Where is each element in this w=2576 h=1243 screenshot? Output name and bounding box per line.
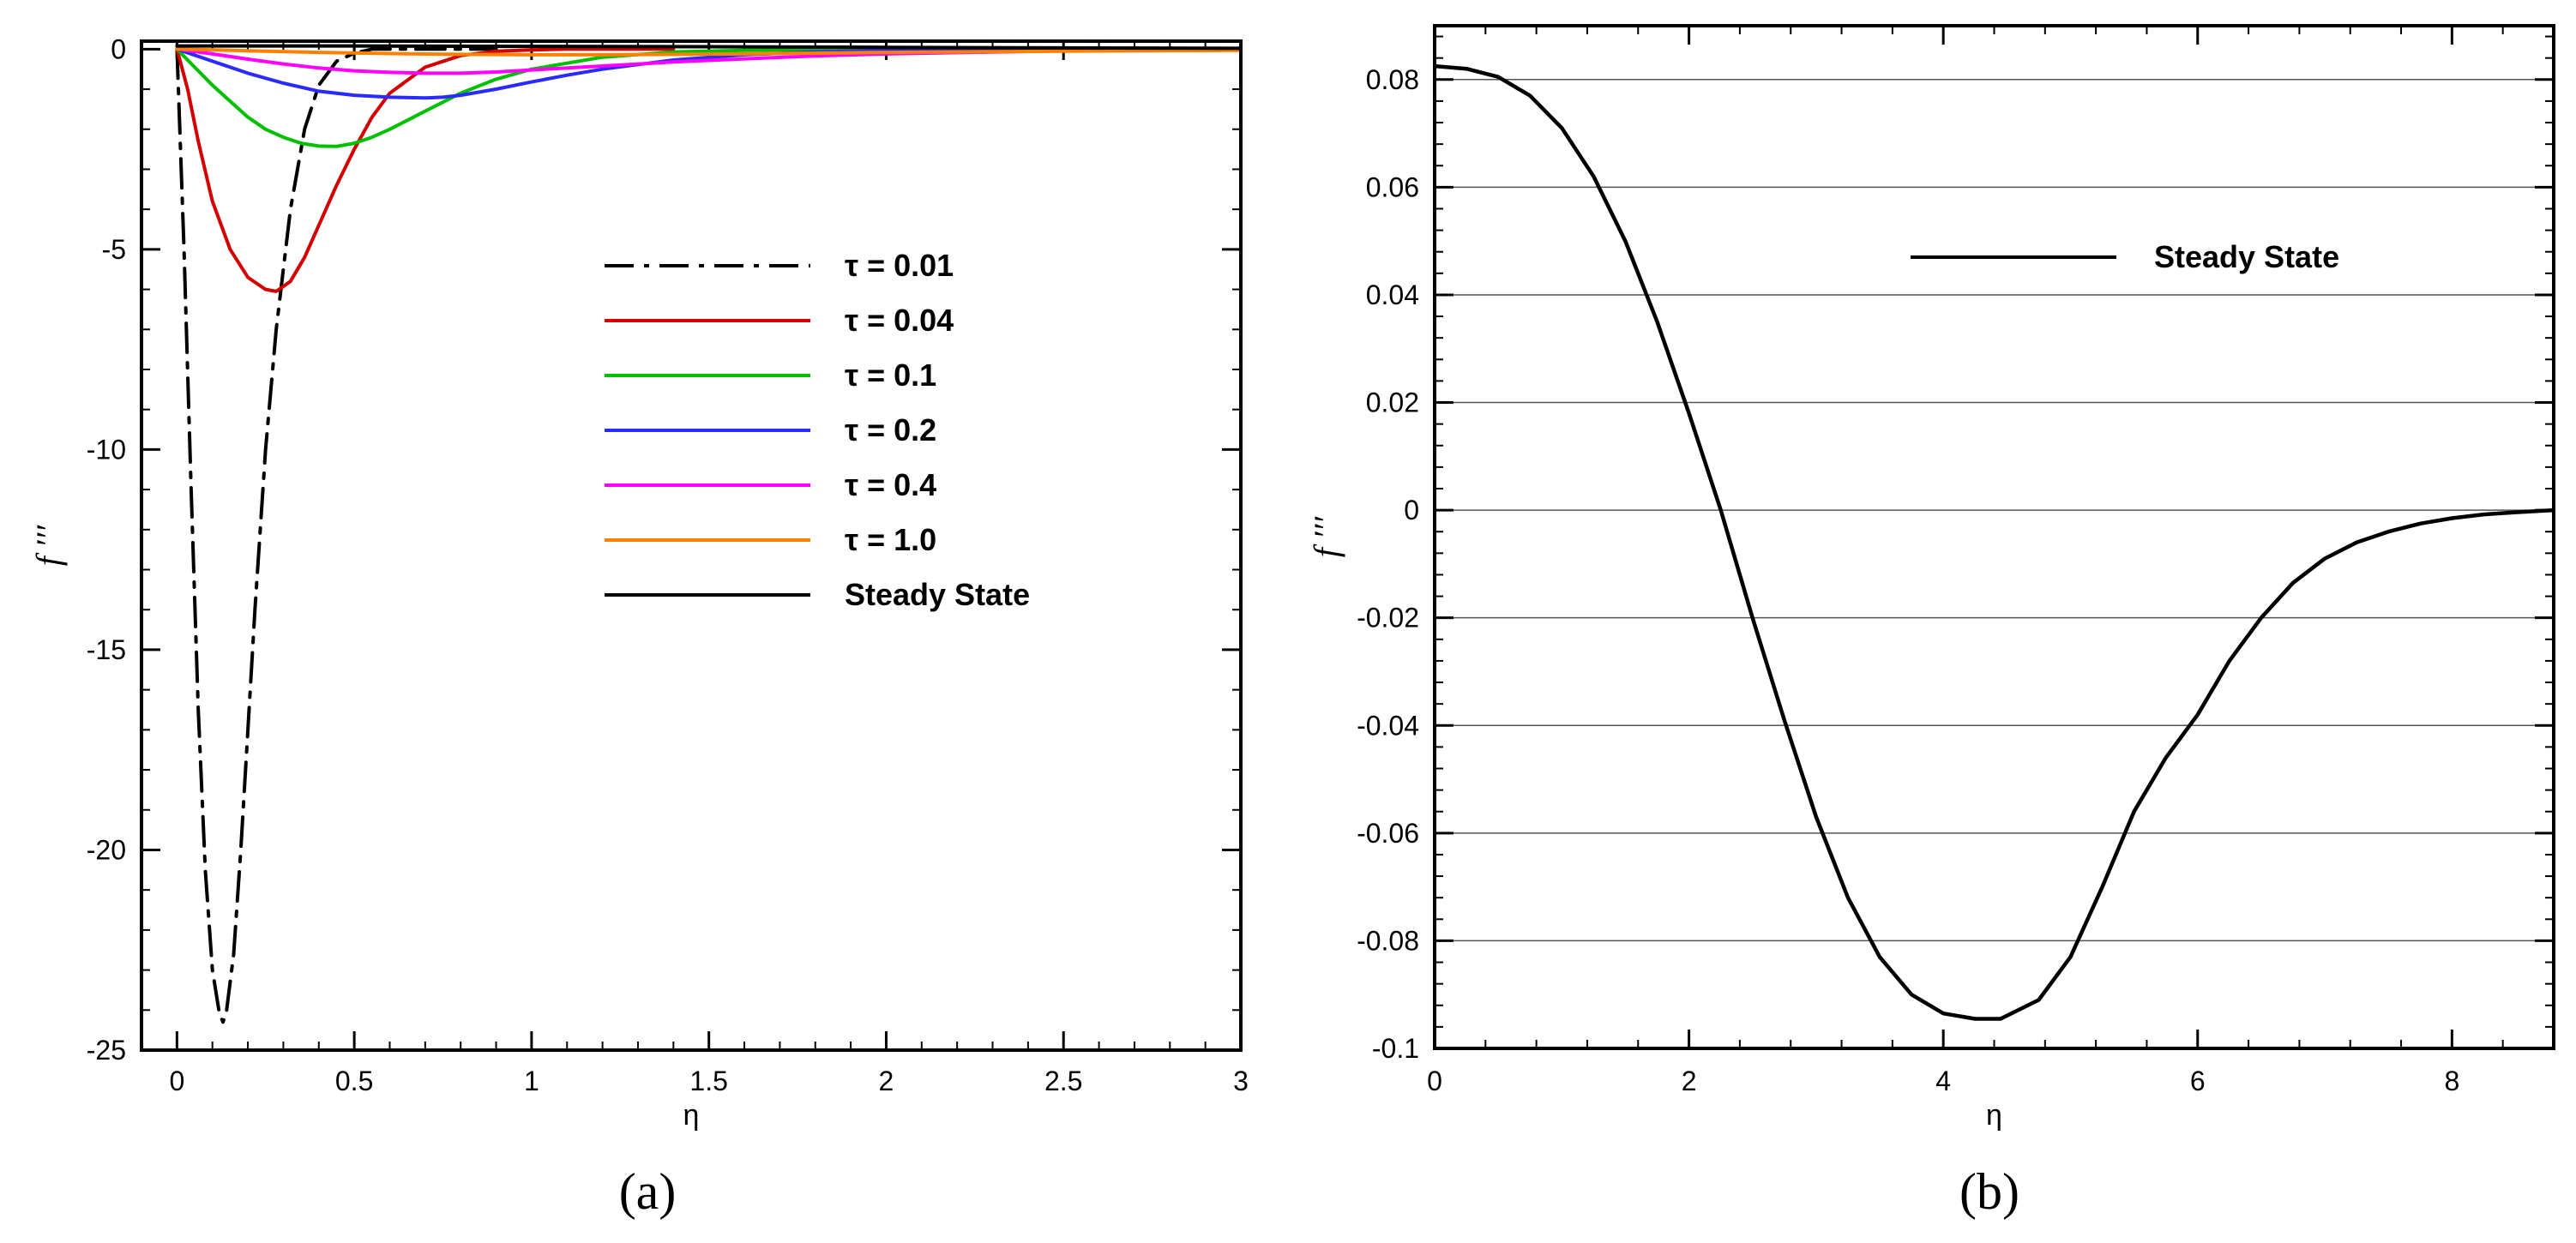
- y-tick-label: -10: [87, 434, 126, 465]
- legend-label-6: τ = 1.0: [845, 522, 936, 557]
- series-line-3: [175, 47, 1241, 148]
- plot-frame: [1433, 24, 2555, 1050]
- panel-caption: (a): [619, 1163, 677, 1220]
- x-tick-label: 1: [524, 1066, 539, 1096]
- x-tick-label: 2: [879, 1066, 894, 1096]
- x-tick-label: 0: [169, 1066, 184, 1096]
- panel-b: -0.1 -0.08 -0.06 -0.04 -0.02 0 0.02 0.04 0.06 0.0…: [1307, 24, 2555, 1220]
- legend-label-3: τ = 0.1: [845, 357, 936, 393]
- series-line-7: [175, 44, 1241, 51]
- y-tick-label: -20: [87, 834, 126, 865]
- y-tick-label: -25: [87, 1035, 126, 1066]
- x-tick-label: 3: [1233, 1066, 1249, 1096]
- series-line-1: [175, 47, 498, 1024]
- plot-area: [1435, 63, 2554, 1021]
- plot-frame: [140, 39, 1243, 1052]
- series-line-2: [175, 47, 676, 293]
- legend: Steady State: [1911, 239, 2339, 274]
- series-line-4: [175, 47, 1241, 100]
- plot-area: [175, 44, 1241, 1024]
- legend-label-1: τ = 0.01: [845, 248, 954, 283]
- y-tick-label: -0.02: [1357, 603, 1419, 634]
- y-tick-label: -0.04: [1357, 710, 1419, 741]
- y-tick-label: 0: [111, 33, 126, 64]
- y-tick-label: 0.06: [1366, 171, 1419, 202]
- x-tick-label: 1.5: [689, 1066, 727, 1096]
- x-axis-label: η: [1986, 1099, 2002, 1132]
- x-axis-label: η: [683, 1099, 700, 1132]
- x-tick-label: 6: [2190, 1066, 2206, 1096]
- x-tick-label: 0: [1427, 1066, 1442, 1096]
- y-tick-label: 0.08: [1366, 64, 1419, 95]
- legend-label-2: τ = 0.04: [845, 303, 954, 338]
- legend: τ = 0.01 τ = 0.04 τ = 0.1 τ = 0.2 τ = 0.4 τ =…: [605, 248, 1030, 612]
- y-tick-label: -0.06: [1357, 818, 1419, 849]
- series-line-1: [1435, 63, 2554, 1021]
- y-axis-label: f ′′′: [29, 525, 68, 567]
- legend-label-1: Steady State: [2154, 239, 2339, 274]
- x-tick-label: 0.5: [335, 1066, 373, 1096]
- legend-label-4: τ = 0.2: [845, 412, 936, 447]
- y-axis-label: f ′′′: [1307, 516, 1345, 558]
- series-line-6: [175, 47, 1241, 57]
- x-tick-label: 8: [2444, 1066, 2459, 1096]
- y-tick-label: 0.02: [1366, 387, 1419, 418]
- y-tick-label: -0.08: [1357, 925, 1419, 956]
- x-tick-label: 2.5: [1044, 1066, 1082, 1096]
- y-tick-label: -5: [102, 234, 126, 265]
- x-tick-label: 4: [1935, 1066, 1951, 1096]
- x-tick-label: 2: [1682, 1066, 1697, 1096]
- panel-caption: (b): [1959, 1163, 2019, 1220]
- series-line-5: [175, 47, 1241, 75]
- y-tick-label: 0.04: [1366, 279, 1419, 310]
- legend-label-5: τ = 0.4: [845, 467, 936, 502]
- y-tick-label: -0.1: [1372, 1033, 1419, 1064]
- legend-label-7: Steady State: [845, 577, 1030, 612]
- panel-a: -25 -20 -15 -10 -5 0 0 0.5 1 1.5 2 2.5 3 η f ′′′ τ = 0.…: [29, 33, 1249, 1220]
- y-tick-label: 0: [1404, 495, 1419, 525]
- y-tick-label: -15: [87, 634, 126, 665]
